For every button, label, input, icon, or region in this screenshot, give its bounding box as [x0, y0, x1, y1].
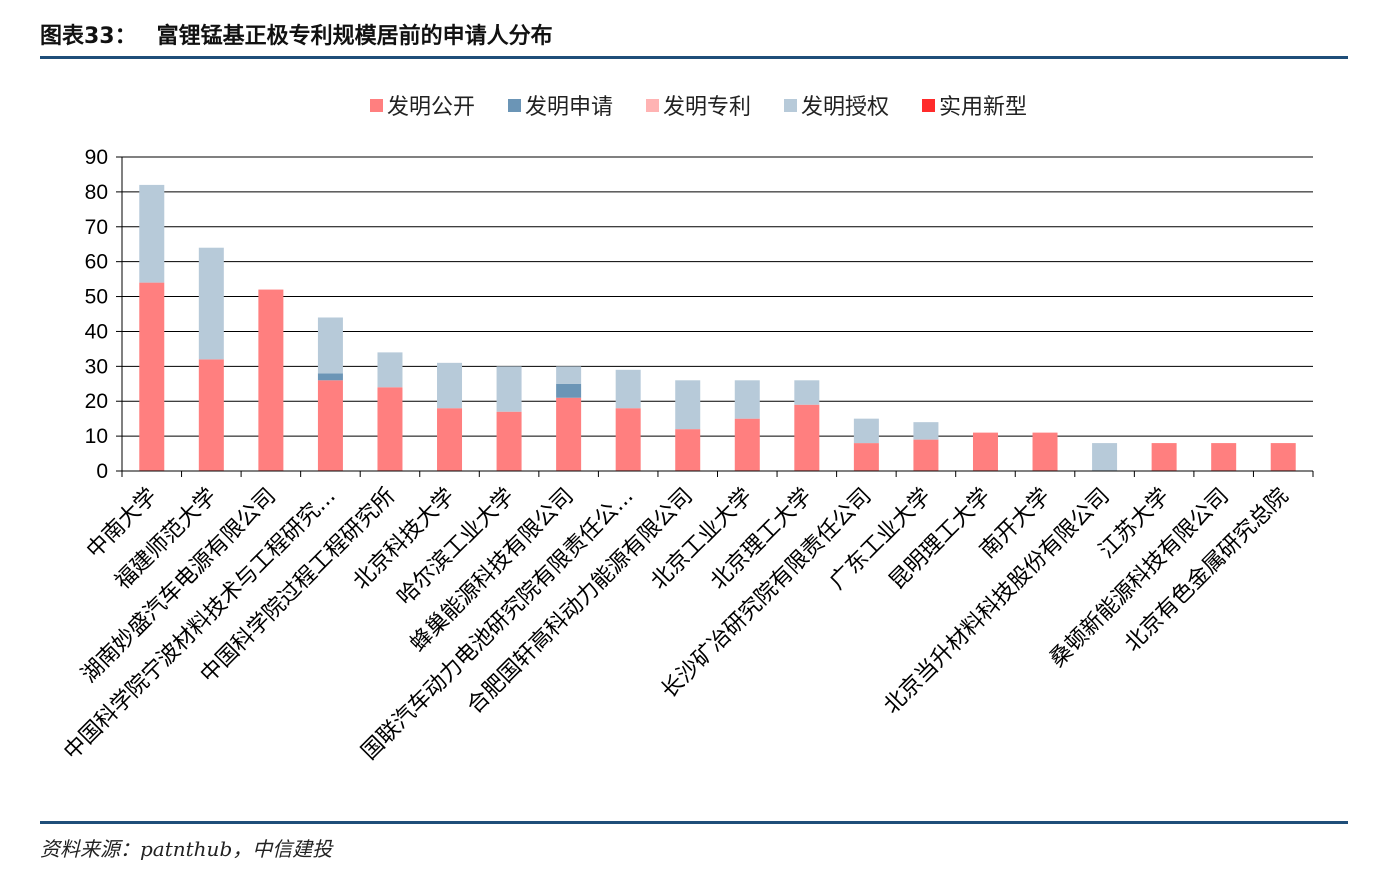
bar-segment	[437, 408, 463, 471]
figure-title: 图表33： 富锂锰基正极专利规模居前的申请人分布	[40, 18, 553, 50]
legend-swatch	[784, 99, 797, 112]
y-tick-label: 40	[85, 320, 108, 343]
legend-label: 发明申请	[525, 95, 613, 120]
bar-segment	[675, 380, 701, 430]
y-tick-label: 70	[85, 216, 108, 239]
legend-label: 发明授权	[801, 95, 889, 120]
bar-segment	[317, 380, 343, 471]
bar-segment	[377, 387, 403, 471]
y-tick-label: 20	[85, 390, 108, 413]
bar-segment	[317, 373, 343, 381]
y-tick-label: 50	[85, 286, 108, 309]
bar-segment	[198, 359, 224, 471]
bar-segment	[317, 317, 343, 374]
bar-segment	[913, 422, 939, 440]
bar-segment	[1211, 443, 1237, 471]
bar-segment	[496, 411, 522, 471]
legend-swatch	[922, 99, 935, 112]
legend-swatch	[646, 99, 659, 112]
bar-segment	[1151, 443, 1177, 471]
y-tick-label: 30	[85, 355, 108, 378]
bar-segment	[556, 383, 582, 398]
bar-segment	[913, 439, 939, 471]
figure-number: 图表33：	[40, 24, 137, 49]
y-tick-label: 80	[85, 181, 108, 204]
bar-segment	[1032, 432, 1058, 471]
bar-segment	[139, 184, 165, 283]
bar-segment	[556, 366, 582, 384]
y-tick-label: 10	[85, 425, 108, 448]
bar-segment	[139, 282, 165, 471]
bar-segment	[734, 380, 760, 419]
source-note: 资料来源：patnthub，中信建投	[40, 837, 333, 861]
chart-legend: 发明公开 发明申请 发明专利 发明授权 实用新型	[370, 95, 1027, 120]
bar-segment	[615, 408, 641, 471]
legend-swatch	[370, 99, 383, 112]
bar-segment	[853, 443, 879, 471]
bar-segment	[496, 366, 522, 412]
chart-bars	[139, 184, 1296, 471]
bar-segment	[734, 418, 760, 471]
stacked-bar-chart: 发明公开 发明申请 发明专利 发明授权 实用新型 0 10 20 30 40 50 60 70 80 90…	[59, 95, 1314, 765]
bar-segment	[972, 432, 998, 471]
y-tick-label: 0	[96, 460, 108, 483]
bar-segment	[794, 404, 820, 471]
figure-title-text: 富锂锰基正极专利规模居前的申请人分布	[156, 24, 553, 49]
legend-label: 实用新型	[939, 95, 1027, 120]
bar-segment	[258, 289, 284, 471]
y-tick-label: 60	[85, 251, 108, 274]
bar-segment	[437, 362, 463, 409]
bar-segment	[556, 397, 582, 471]
bar-segment	[794, 380, 820, 405]
y-axis: 0 10 20 30 40 50 60 70 80 90	[85, 146, 123, 483]
bar-segment	[675, 429, 701, 471]
legend-swatch	[508, 99, 521, 112]
x-axis: 中南大学福建师范大学湖南妙盛汽车电源有限公司中国科学院宁波材料技术与工程研究..…	[59, 470, 1314, 765]
legend-label: 发明公开	[387, 95, 475, 120]
bar-segment	[615, 369, 641, 409]
header-rule	[40, 56, 1348, 59]
bar-segment	[377, 352, 403, 388]
bar-segment	[853, 418, 879, 444]
y-tick-label: 90	[85, 146, 108, 169]
legend-label: 发明专利	[663, 95, 751, 120]
bar-segment	[1092, 443, 1118, 471]
footer-rule	[40, 821, 1348, 824]
chart-grid	[122, 156, 1313, 437]
bar-segment	[198, 247, 224, 360]
bar-segment	[1270, 443, 1296, 471]
